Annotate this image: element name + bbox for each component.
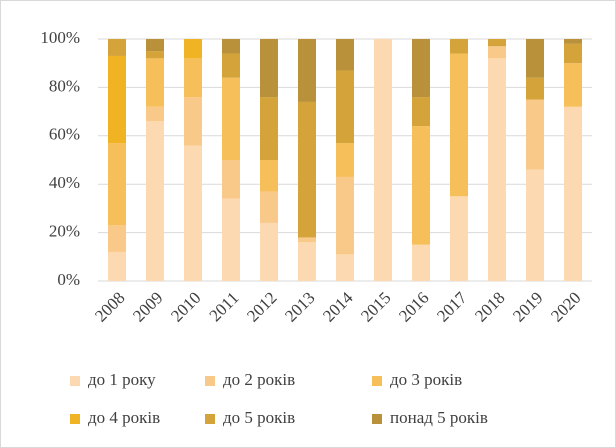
bar-segment [336, 143, 354, 177]
bar-segment [260, 97, 278, 160]
bar-segment [450, 53, 468, 197]
bar-segment [146, 106, 164, 122]
bar-segment [146, 51, 164, 59]
y-tick-label: 20% [49, 222, 80, 241]
bar-segment [412, 39, 430, 98]
legend-swatch [372, 376, 382, 386]
legend-label: понад 5 років [390, 408, 488, 427]
bar-segment [108, 55, 126, 144]
bar-segment [222, 53, 240, 78]
bar-segment [526, 77, 544, 100]
bar-segment [488, 58, 506, 281]
bar-segment [450, 39, 468, 54]
bar-segment [184, 97, 202, 146]
bar-segment [184, 58, 202, 98]
bar-segment [412, 244, 430, 281]
bar-segment [336, 254, 354, 281]
bar-segment [260, 191, 278, 223]
bar-segment [108, 251, 126, 281]
y-tick-label: 40% [49, 173, 80, 192]
bar-segment [260, 39, 278, 98]
bar-segment [260, 222, 278, 281]
bar-segment [146, 121, 164, 281]
bar-segment [450, 196, 468, 281]
bar-segment [526, 39, 544, 78]
bar-segment [222, 39, 240, 54]
y-tick-label: 100% [40, 28, 80, 47]
legend-swatch [70, 414, 80, 424]
bar-segment [526, 99, 544, 170]
legend-label: до 4 років [88, 408, 160, 427]
bar-segment [298, 101, 316, 238]
y-tick-label: 60% [49, 125, 80, 144]
bar-segment [564, 106, 582, 281]
bar-segment [336, 176, 354, 255]
bar-segment [298, 39, 316, 102]
y-tick-label: 80% [49, 76, 80, 95]
bar-segment [526, 169, 544, 281]
bar-segment [260, 160, 278, 192]
bar-segment [336, 39, 354, 71]
legend-label: до 3 років [390, 370, 462, 389]
bar-segment [412, 126, 430, 245]
bar-segment [108, 225, 126, 252]
legend-swatch [205, 376, 215, 386]
legend-label: до 2 років [223, 370, 295, 389]
bar-segment [488, 39, 506, 47]
bar-segment [146, 39, 164, 52]
legend-swatch [70, 376, 80, 386]
bar-segment [412, 97, 430, 127]
bar-segment [222, 198, 240, 281]
bar-segment [564, 43, 582, 64]
bar-segment [298, 237, 316, 243]
bar-segment [488, 46, 506, 59]
y-tick-label: 0% [57, 270, 80, 289]
bar-segment [146, 58, 164, 107]
bar-segment [374, 39, 392, 281]
bar-segment [564, 39, 582, 44]
legend-swatch [205, 414, 215, 424]
bar-segment [108, 143, 126, 226]
bar-segment [222, 160, 240, 199]
bar-segment [222, 77, 240, 160]
bar-segment [108, 39, 126, 56]
bar-segment [184, 145, 202, 281]
legend-swatch [372, 414, 382, 424]
legend-label: до 1 року [88, 370, 156, 389]
bar-segment [298, 242, 316, 281]
legend-label: до 5 років [223, 408, 295, 427]
bar-segment [336, 70, 354, 144]
bar-segment [184, 39, 202, 59]
bar-segment [564, 63, 582, 107]
